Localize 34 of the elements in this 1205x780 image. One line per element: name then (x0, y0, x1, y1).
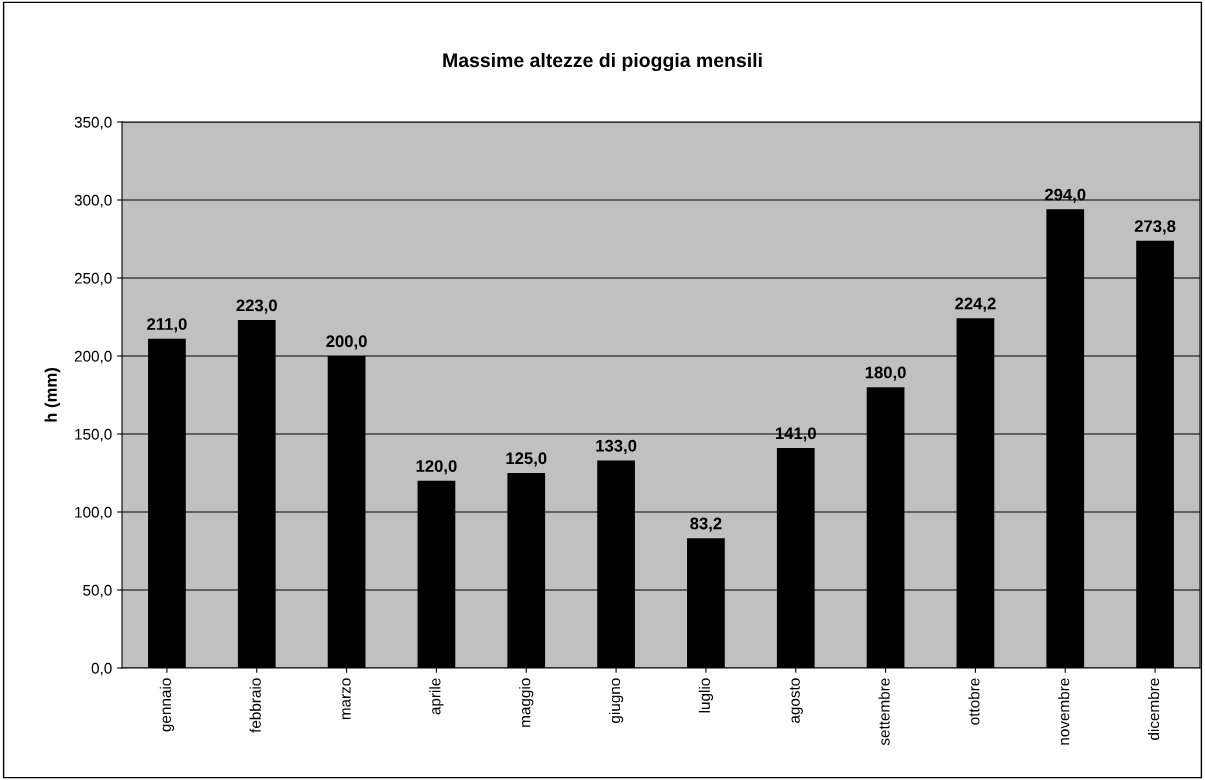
data-label: 141,0 (775, 427, 816, 442)
data-label: 223,0 (236, 299, 277, 314)
x-tick-label: gennaio (159, 678, 175, 732)
x-tick-label: novembre (1058, 678, 1070, 745)
y-tick-label: 50,0 (83, 584, 112, 598)
data-label: 83,2 (690, 517, 722, 532)
data-label: 133,0 (596, 439, 637, 455)
x-tick-label: luglio (698, 678, 714, 713)
x-tick-label: marzo (342, 678, 351, 720)
data-label: 180,0 (865, 366, 906, 381)
data-label: 120,0 (416, 460, 457, 475)
x-tick-label: agosto (789, 678, 803, 723)
y-axis-title: h (mm) (44, 368, 61, 422)
y-tick-label: 200,0 (74, 350, 112, 364)
data-label: 200,0 (326, 335, 367, 350)
y-tick-label: 250,0 (74, 272, 112, 286)
y-tick-label: 350,0 (74, 116, 112, 130)
chart-title: Massime altezze di pioggia mensili (443, 52, 762, 72)
data-label: 211,0 (147, 318, 187, 333)
y-tick-label: 300,0 (74, 194, 112, 208)
x-tick-label: giugno (608, 678, 624, 723)
data-label: 273,8 (1134, 220, 1176, 235)
y-tick-label: 0,0 (91, 662, 112, 676)
x-tick-label: aprile (429, 678, 444, 715)
x-tick-label: settembre (878, 678, 890, 746)
x-tick-label: febbraio (249, 678, 261, 733)
y-tick-label: 100,0 (75, 506, 112, 520)
data-label: 125,0 (506, 452, 547, 467)
y-tick-label: 150,0 (75, 428, 112, 442)
data-label: 294,0 (1044, 188, 1086, 203)
data-label: 224,2 (955, 297, 996, 312)
x-tick-label: ottobre (968, 678, 980, 725)
x-tick-label: dicembre (1147, 678, 1160, 740)
x-tick-label: maggio (519, 678, 534, 727)
